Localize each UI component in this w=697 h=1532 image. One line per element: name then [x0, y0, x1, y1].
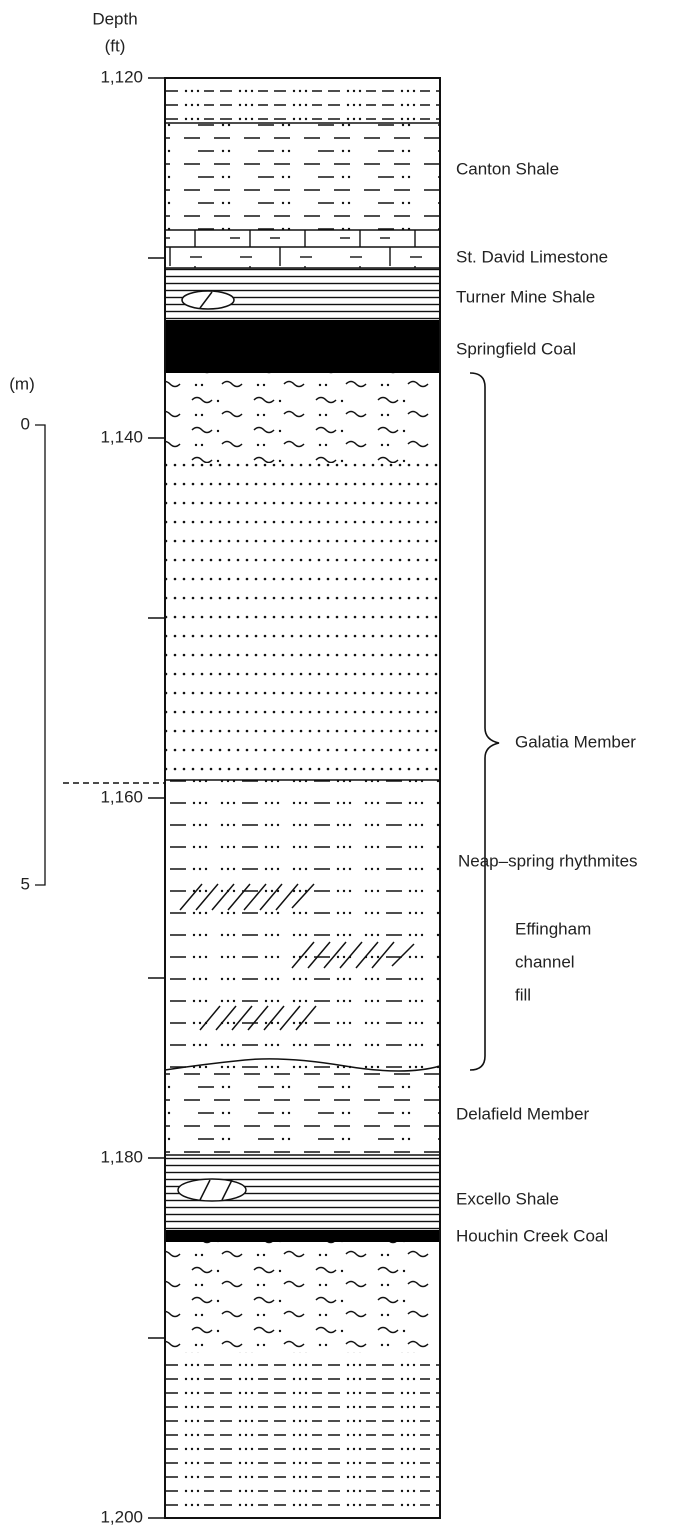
unit-label: Springfield Coal: [456, 339, 576, 358]
coal: [165, 1230, 440, 1242]
coal: [165, 320, 440, 373]
unit-label: Effingham: [515, 919, 591, 938]
layer: [165, 78, 440, 123]
unit-label: Houchin Creek Coal: [456, 1226, 608, 1245]
unit-label: Turner Mine Shale: [456, 287, 595, 306]
depth-tick-label: 1,140: [100, 427, 143, 446]
unit-label: Delafield Member: [456, 1104, 590, 1123]
layer: [165, 373, 440, 463]
boundaries: [164, 122, 441, 1156]
depth-label: Depth: [92, 9, 137, 28]
unit-label: Neap–spring rhythmites: [458, 851, 638, 870]
depth-unit: (ft): [105, 36, 126, 55]
unit-label: St. David Limestone: [456, 247, 608, 266]
unit-label: channel: [515, 952, 575, 971]
layer: [165, 1070, 440, 1155]
layer: [165, 123, 440, 230]
meter-unit: (m): [9, 374, 34, 393]
meter-tick-label: 5: [21, 874, 30, 893]
layer: [165, 230, 440, 268]
nodule: [177, 1178, 247, 1202]
meter-scale: [35, 424, 46, 886]
meter-tick-label: 0: [21, 414, 30, 433]
layer: [165, 780, 440, 1070]
depth-ticks: [148, 77, 165, 1519]
nodule: [181, 290, 235, 310]
unit-label: fill: [515, 985, 531, 1004]
nodule-mark: [199, 1179, 233, 1201]
brace: [469, 372, 500, 1071]
unit-label: Excello Shale: [456, 1189, 559, 1208]
layers: [164, 77, 441, 1519]
layer: [165, 463, 440, 780]
depth-tick-label: 1,160: [100, 787, 143, 806]
depth-tick-label: 1,180: [100, 1147, 143, 1166]
unit-label: Canton Shale: [456, 159, 559, 178]
layer: [165, 1242, 440, 1352]
depth-tick-label: 1,200: [100, 1507, 143, 1526]
layer: [165, 1352, 440, 1518]
unit-label: Galatia Member: [515, 732, 636, 751]
depth-tick-label: 1,120: [100, 67, 143, 86]
nodule-mark: [199, 291, 213, 309]
